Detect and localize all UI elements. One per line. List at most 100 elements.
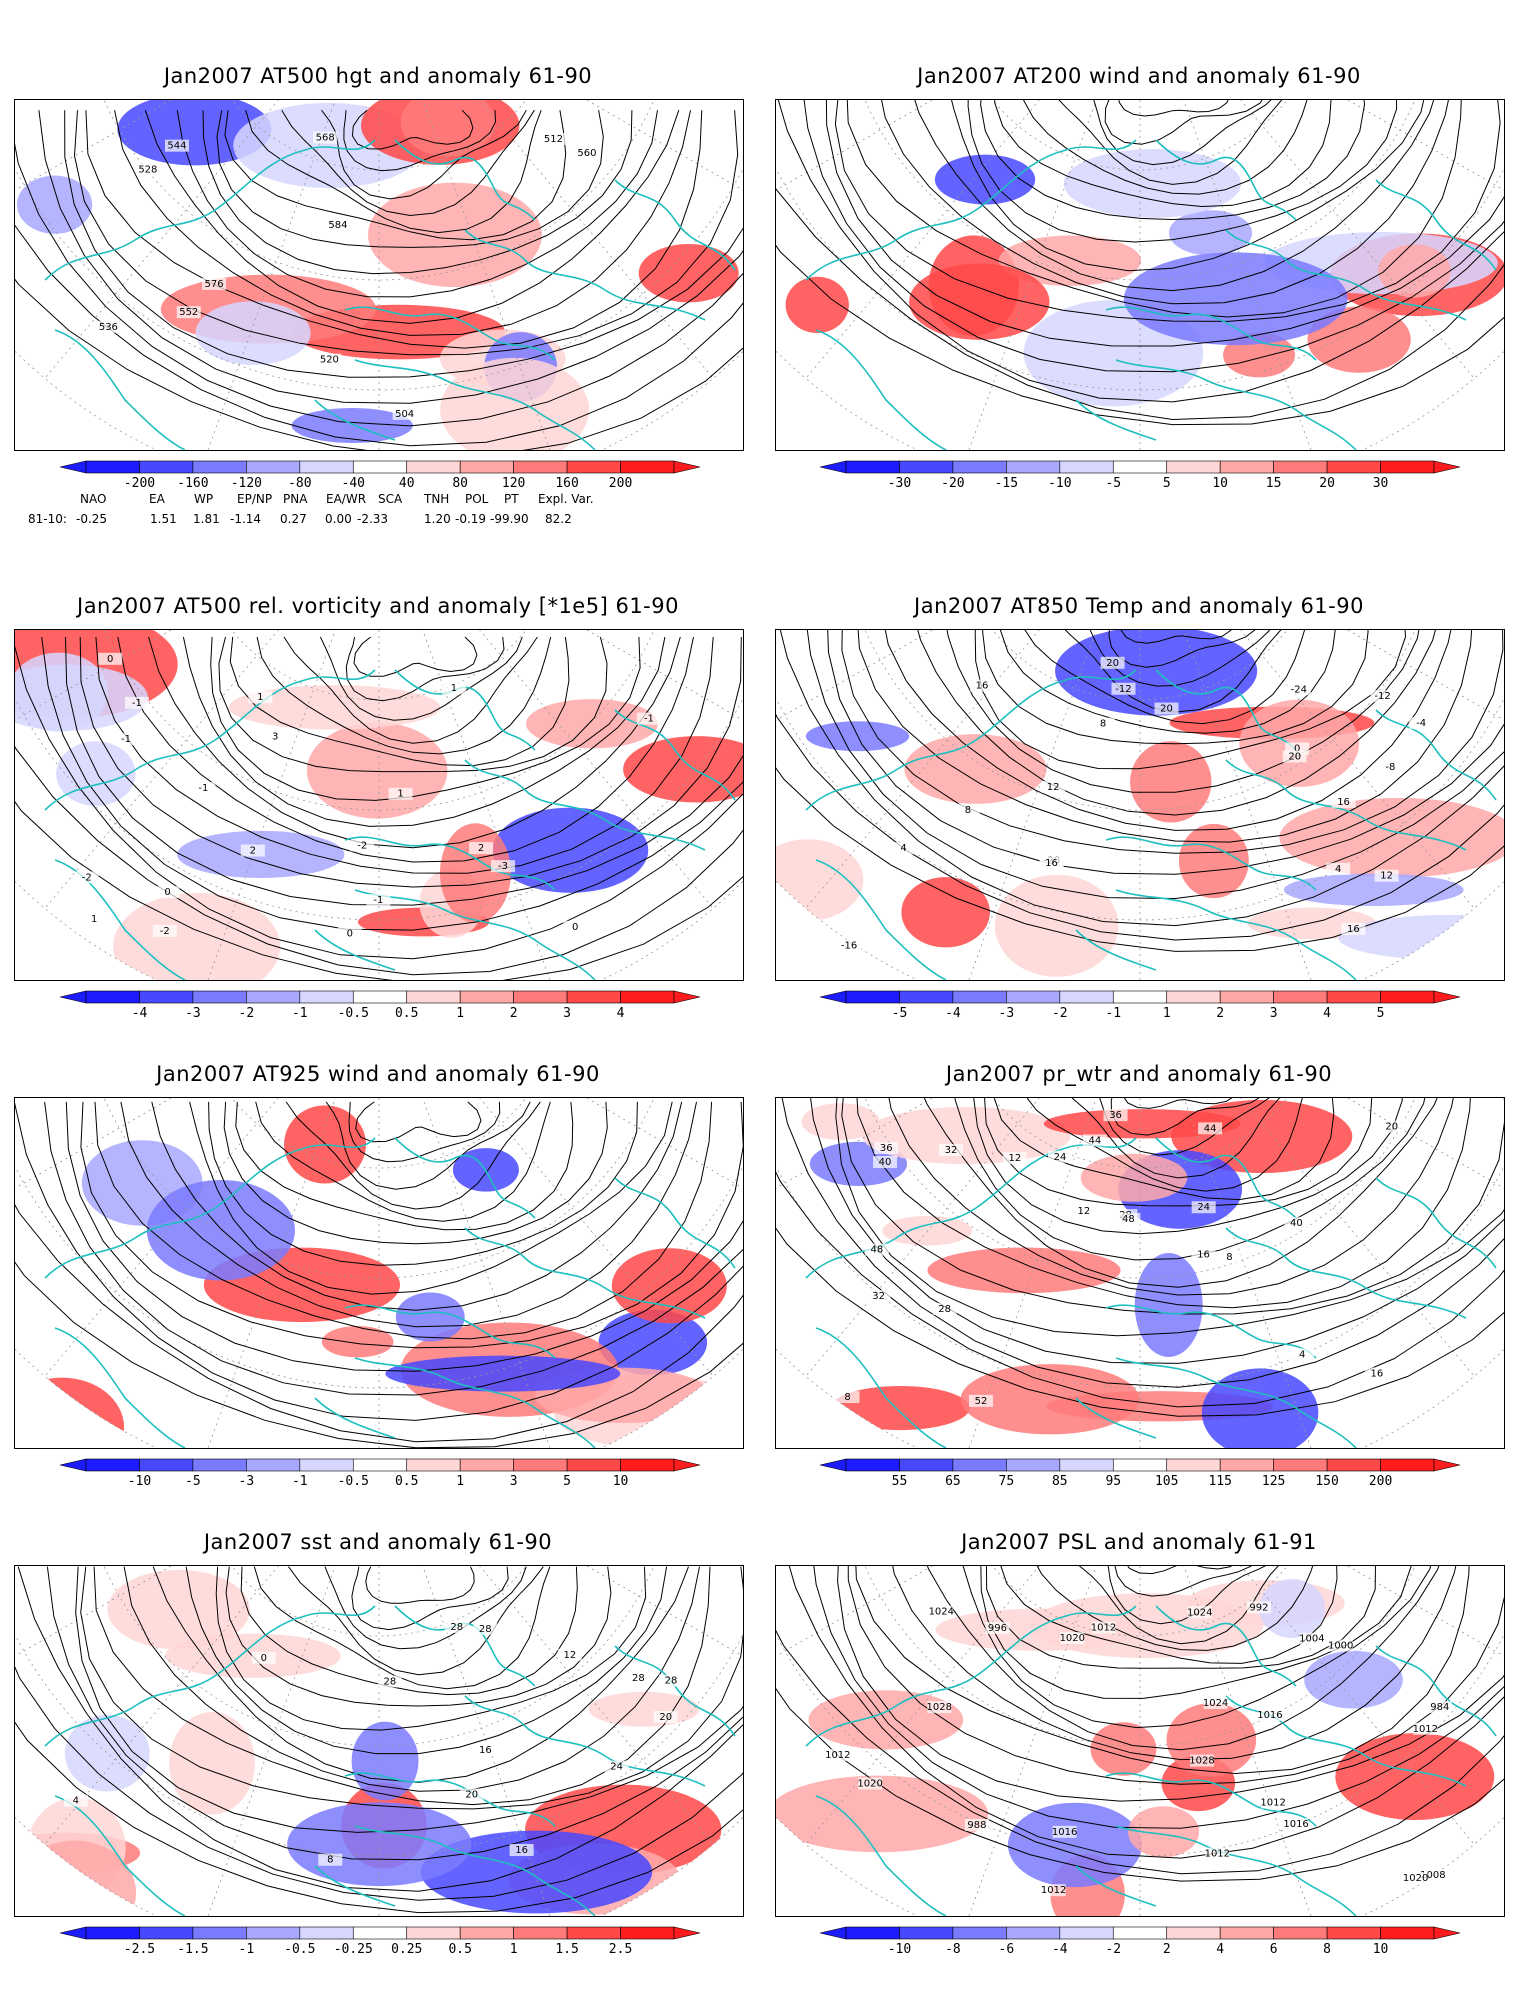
meridian-line [805, 100, 1141, 379]
contour-label: 1004 [1299, 1634, 1324, 1645]
contour-label: 24 [610, 1762, 623, 1773]
coastline [1115, 1825, 1357, 1916]
contour-label: -4 [1416, 718, 1426, 729]
contour-label: 8 [1226, 1252, 1232, 1263]
contour-label-bg [968, 1394, 993, 1407]
contour-line [800, 100, 1504, 373]
anomaly-region [385, 1355, 621, 1392]
contour-label: 0 [107, 654, 113, 665]
contour-label-bg [240, 844, 265, 857]
colorbar-tick-label: -6 [999, 1942, 1015, 1957]
contour-line [15, 1101, 743, 1421]
contour-label-bg [248, 691, 273, 704]
contour-line [998, 1566, 1338, 1664]
contour-label: 1 [451, 683, 457, 694]
colorbar-segment [1273, 1458, 1328, 1472]
contour-label: 16 [1045, 858, 1058, 869]
contour-label: 996 [988, 1623, 1007, 1634]
contour-line [321, 109, 527, 200]
contour-label: 0 [164, 887, 170, 898]
anomaly-region [1201, 1368, 1319, 1448]
anomaly-region [321, 1326, 394, 1358]
anomaly-region [395, 1292, 465, 1342]
colorbar-segment [952, 1458, 1007, 1472]
colorbar-segment [246, 1458, 301, 1472]
contour-label-bg [1328, 1639, 1353, 1652]
contour-label: 8 [1100, 719, 1106, 730]
coastline [1115, 359, 1357, 450]
contour-label-bg [1284, 1818, 1309, 1831]
contour-label: -16 [841, 940, 857, 951]
colorbar-segment [192, 1458, 247, 1472]
meridian-line [1139, 1566, 1504, 1707]
anomaly-region [291, 408, 413, 443]
contour-label: 36 [880, 1143, 893, 1154]
colorbar-tick-label: 1 [456, 1474, 464, 1489]
colorbar-tick-label: -3 [185, 1006, 201, 1021]
contour-label: 24 [1054, 1152, 1067, 1163]
contour-line [879, 630, 1457, 831]
colorbar-segment [566, 1926, 621, 1940]
map-at500-vorticity: -2 -1 0 1 2 3 -3 0 -1 2 1 -2 0 1 -1 -2 0 -1 1 -1 [14, 629, 744, 981]
coastline [1225, 759, 1467, 851]
anomaly-region [195, 301, 311, 365]
contour-label-bg [1282, 750, 1307, 763]
contour-label-bg [459, 1788, 484, 1801]
anomaly-region [998, 235, 1142, 286]
colorbar-tick-label: -10 [888, 1942, 911, 1957]
contour-label-bg [1403, 1872, 1428, 1885]
contour-line [915, 1566, 1451, 1751]
contour-label-bg [1071, 1205, 1096, 1218]
anomaly-region [901, 877, 990, 948]
coastline [1075, 1865, 1157, 1907]
colorbar-segment [899, 1926, 954, 1940]
colorbar-segment [845, 460, 900, 474]
coastline [44, 139, 376, 281]
anomaly-region [146, 1179, 295, 1281]
contour-label-bg [313, 131, 338, 144]
table-value-tnh: 1.20 [424, 512, 451, 526]
coastline [815, 1795, 947, 1916]
contour-label-bg [825, 1748, 850, 1761]
colorbar-segment [406, 460, 461, 474]
contour-line [79, 636, 742, 888]
contour-label-bg [1246, 1601, 1271, 1614]
contour-line [835, 1098, 1504, 1337]
contour-label: 536 [99, 322, 118, 333]
contour-label-bg [1041, 1884, 1066, 1897]
contour-line [985, 1566, 1377, 1669]
contour-label: 32 [945, 1145, 958, 1156]
colorbar-tick-label: 20 [1319, 476, 1335, 491]
anomaly-region [440, 357, 590, 450]
contour-line [117, 636, 694, 863]
table-header-sca: SCA [378, 492, 403, 506]
contour-label-bg [388, 787, 413, 800]
contour-label: 44 [1204, 1123, 1217, 1134]
anomaly-region [439, 823, 511, 923]
coastline [1155, 139, 1297, 221]
colorbar-tick-label: 75 [999, 1474, 1015, 1489]
anomaly-region [830, 1385, 970, 1431]
anomaly-region [861, 1106, 1071, 1165]
colorbar-segment [459, 460, 514, 474]
contour-label: 1000 [1328, 1641, 1353, 1652]
anomaly-region [1029, 1593, 1264, 1659]
coastline [394, 139, 536, 221]
contour-line [854, 1566, 1471, 1775]
contour-label-bg [135, 163, 160, 176]
colorbar-segment [566, 990, 621, 1004]
contour-label-bg [155, 886, 180, 899]
contour-line [41, 636, 743, 931]
contour-label-bg [124, 696, 149, 709]
contour-line [776, 630, 1504, 952]
contour-label-bg [1041, 780, 1066, 793]
contour-label-bg [377, 1675, 402, 1688]
colorbar-tick-label: 6 [1270, 1942, 1278, 1957]
colorbar-segment [513, 1926, 568, 1940]
coastline [1105, 1304, 1317, 1359]
colorbar-tick-label: 3 [1270, 1006, 1278, 1021]
coastline [1375, 709, 1497, 801]
contour-label: 2 [478, 843, 484, 854]
colorbar-segment [406, 1458, 461, 1472]
contour-label: 568 [316, 133, 335, 144]
